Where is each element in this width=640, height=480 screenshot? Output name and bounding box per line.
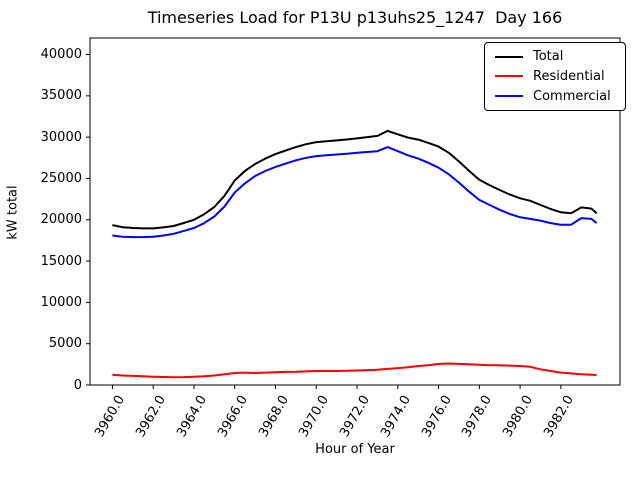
y-tick-label: 30000 — [40, 129, 82, 145]
series-line-commercial — [112, 146, 598, 239]
x-axis-label: Hour of Year — [315, 442, 395, 457]
legend-entry-commercial: Commercial — [485, 87, 625, 105]
y-tick-label: 20000 — [40, 212, 82, 228]
series-line-residential — [112, 362, 597, 379]
legend-label-residential: Residential — [533, 68, 605, 84]
y-tick-label: 0 — [73, 377, 82, 393]
y-axis-label: kW total — [5, 185, 21, 240]
legend-label-commercial: Commercial — [533, 88, 611, 104]
y-tick-label: 25000 — [40, 170, 82, 186]
series-line-total — [112, 129, 598, 230]
commercial-line-swatch — [495, 95, 523, 98]
chart-title: Timeseries Load for P13U p13uhs25_1247 D… — [147, 8, 563, 27]
total-line-swatch — [495, 55, 523, 58]
y-tick-label: 10000 — [40, 294, 82, 310]
legend-label-total: Total — [533, 49, 564, 65]
legend-entry-total: Total — [485, 48, 625, 66]
residential-line-swatch — [495, 75, 523, 78]
y-tick-label: 15000 — [40, 253, 82, 269]
legend-entry-residential: Residential — [485, 67, 625, 85]
legend: Total Residential Commercial — [484, 42, 626, 111]
y-tick-label: 5000 — [48, 336, 82, 352]
y-tick-label: 35000 — [40, 88, 82, 104]
y-tick-label: 40000 — [40, 47, 82, 63]
